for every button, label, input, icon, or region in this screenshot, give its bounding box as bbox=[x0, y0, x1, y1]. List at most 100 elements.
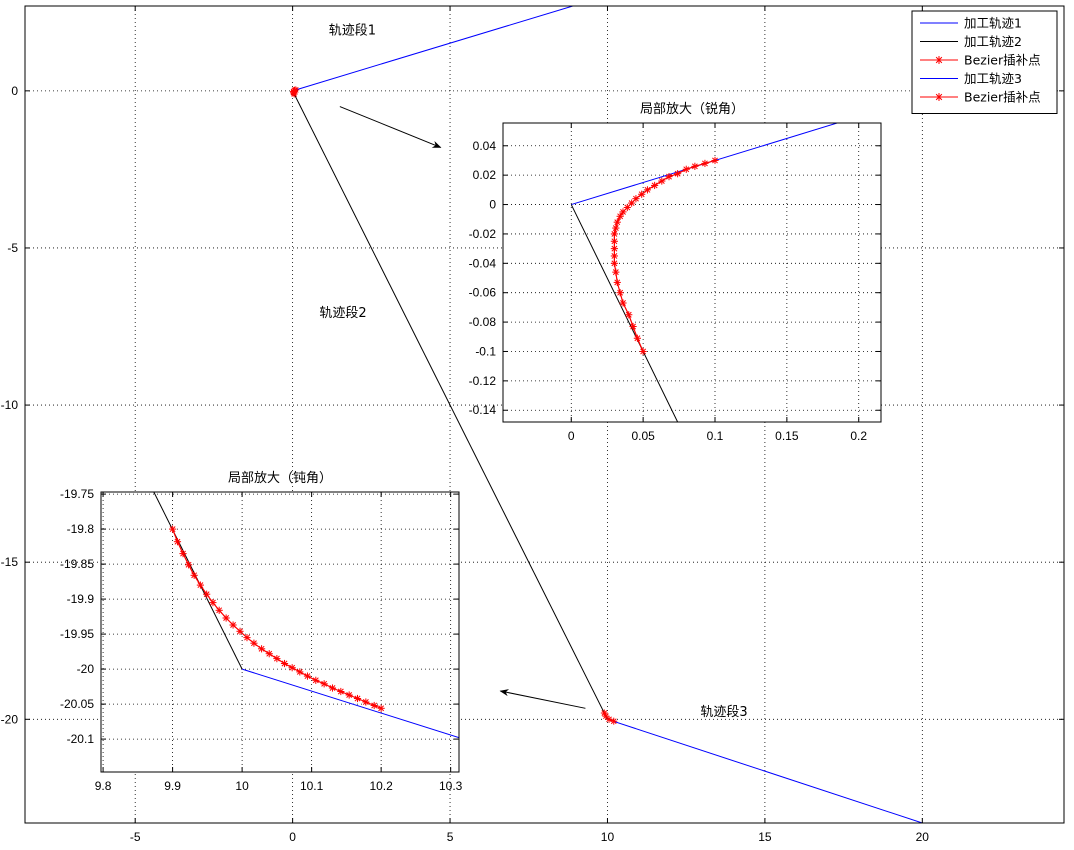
y-tick-label: -19.75 bbox=[60, 487, 94, 501]
y-tick-label: 0.04 bbox=[473, 139, 497, 153]
inset_obtuse-series bbox=[153, 492, 459, 739]
bezier-point-marker bbox=[362, 698, 370, 706]
series-line bbox=[292, 90, 608, 720]
legend-entry: 加工轨迹1 bbox=[920, 16, 1022, 31]
series-line bbox=[292, 6, 573, 92]
bezier-point-marker bbox=[691, 162, 699, 170]
bezier-point-marker bbox=[658, 177, 666, 185]
inset-sharp-axes: 0 0.05 0.1 0.15 0.2 0.04 0.02 0 -0.02 -0.04 -0.06 -… bbox=[469, 102, 882, 443]
y-tick-label: -0.06 bbox=[469, 286, 497, 300]
bezier-point-marker bbox=[632, 195, 640, 203]
bezier-point-marker bbox=[610, 245, 618, 253]
bezier-point-marker bbox=[312, 676, 320, 684]
bezier-point-marker bbox=[616, 289, 624, 297]
legend-entry: 加工轨迹2 bbox=[920, 34, 1022, 49]
bezier-point-marker bbox=[280, 659, 289, 668]
x-tick-label: 0.15 bbox=[775, 429, 799, 443]
y-tick-label: -0.12 bbox=[469, 374, 497, 388]
x-tick-label: 9.8 bbox=[95, 779, 112, 793]
bezier-point-marker bbox=[222, 614, 230, 622]
bezier-point-marker bbox=[613, 218, 621, 226]
segment-label: 轨迹段3 bbox=[700, 705, 747, 720]
x-tick-label: 0 bbox=[289, 830, 296, 844]
y-tick-label: -20 bbox=[77, 662, 95, 676]
y-tick-label: -19.8 bbox=[67, 522, 95, 536]
x-tick-label: 10.1 bbox=[300, 779, 324, 793]
bezier-point-marker bbox=[169, 525, 177, 533]
main-frame bbox=[24, 5, 1065, 824]
bezier-point-marker bbox=[328, 684, 337, 692]
bezier-point-marker bbox=[610, 252, 618, 260]
bezier-point-marker bbox=[190, 571, 198, 579]
segment-label: 轨迹段2 bbox=[319, 306, 366, 321]
x-tick-label: 10.3 bbox=[439, 779, 463, 793]
y-tick-label: -5 bbox=[7, 241, 18, 255]
zoom-arrow bbox=[339, 106, 442, 148]
legend-entry: Bezier插补点 bbox=[920, 90, 1041, 105]
legend-entry: 加工轨迹3 bbox=[920, 71, 1022, 86]
x-tick-label: 10 bbox=[601, 830, 615, 844]
legend-entry: Bezier插补点 bbox=[920, 53, 1041, 68]
y-tick-label: -20 bbox=[1, 712, 19, 726]
y-tick-label: -0.14 bbox=[469, 403, 497, 417]
series-line bbox=[607, 718, 923, 823]
x-tick-label: 0.2 bbox=[850, 429, 867, 443]
inset-obtuse-axes: 9.8 9.9 10 10.1 10.2 10.3 -19.75 -19.8 -19.85 -19… bbox=[60, 471, 463, 793]
x-tick-label: 0 bbox=[568, 429, 575, 443]
series-line bbox=[241, 668, 459, 739]
bezier-point-marker bbox=[337, 687, 345, 696]
bezier-point-marker bbox=[243, 634, 251, 642]
legend-label: 加工轨迹1 bbox=[964, 16, 1022, 31]
legend-label: Bezier插补点 bbox=[964, 53, 1041, 68]
bezier-point-marker bbox=[711, 156, 719, 165]
bezier-point-marker bbox=[377, 704, 385, 712]
bezier-point-marker bbox=[638, 190, 646, 198]
bezier-point-marker bbox=[353, 694, 362, 703]
bezier-point-marker bbox=[674, 170, 682, 178]
x-tick-label: 10.2 bbox=[369, 779, 393, 793]
bezier-point-marker bbox=[610, 717, 618, 725]
bezier-point-marker bbox=[616, 212, 624, 220]
inset_obtuse-frame bbox=[100, 491, 460, 773]
x-tick-label: 20 bbox=[916, 830, 930, 844]
bezier-point-marker bbox=[665, 173, 673, 181]
bezier-point-marker bbox=[682, 165, 690, 173]
y-tick-label: 0 bbox=[489, 198, 496, 212]
bezier-point-marker bbox=[250, 639, 258, 647]
x-tick-label: -5 bbox=[130, 830, 141, 844]
bezier-point-marker bbox=[236, 627, 244, 635]
inset_sharp-plot-area bbox=[503, 123, 881, 422]
bezier-point-marker bbox=[288, 664, 296, 672]
segment-label: 轨迹段1 bbox=[329, 23, 376, 38]
bezier-point-marker bbox=[320, 680, 328, 688]
series-line bbox=[570, 204, 679, 422]
bezier-point-marker bbox=[273, 655, 281, 663]
legend-marker bbox=[935, 93, 943, 101]
y-tick-label: -10 bbox=[1, 398, 19, 412]
bezier-point-marker bbox=[179, 550, 187, 558]
bezier-point-marker bbox=[612, 268, 620, 276]
y-tick-label: -20.05 bbox=[60, 697, 94, 711]
bezier-point-marker bbox=[610, 259, 618, 267]
bezier-point-marker bbox=[610, 237, 618, 245]
legend-label: Bezier插补点 bbox=[964, 90, 1041, 105]
x-tick-label: 15 bbox=[758, 830, 772, 844]
bezier-point-marker bbox=[610, 230, 618, 238]
bezier-point-marker bbox=[629, 322, 637, 331]
legend-label: 加工轨迹2 bbox=[964, 34, 1022, 49]
bezier-point-marker bbox=[701, 159, 709, 168]
bezier-point-marker bbox=[639, 347, 647, 356]
bezier-point-marker bbox=[265, 650, 273, 658]
legend-marker bbox=[935, 56, 943, 64]
y-tick-label: 0 bbox=[11, 84, 18, 98]
x-tick-label: 5 bbox=[447, 830, 454, 844]
bezier-point-marker bbox=[203, 590, 211, 598]
y-tick-label: -0.02 bbox=[469, 227, 497, 241]
y-tick-label: -20.1 bbox=[67, 732, 95, 746]
bezier-point-marker bbox=[651, 181, 659, 190]
bezier-point-marker bbox=[619, 299, 627, 307]
annotations: 轨迹段1 轨迹段2 轨迹段3 bbox=[319, 23, 747, 720]
inset_obtuse-plot-area bbox=[101, 492, 459, 772]
